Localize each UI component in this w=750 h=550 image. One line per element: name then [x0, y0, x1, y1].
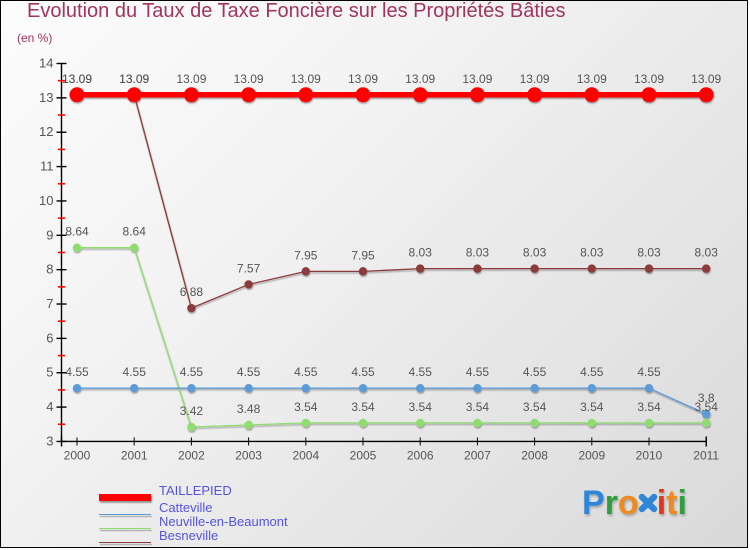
svg-text:3.54: 3.54: [294, 400, 318, 414]
svg-text:3.8: 3.8: [698, 391, 715, 405]
svg-text:3.54: 3.54: [409, 400, 433, 414]
svg-text:13.09: 13.09: [691, 72, 721, 86]
svg-text:3.54: 3.54: [580, 400, 604, 414]
svg-text:11: 11: [40, 159, 54, 174]
svg-text:12: 12: [39, 124, 53, 139]
svg-text:4: 4: [46, 399, 53, 414]
svg-text:8.03: 8.03: [466, 246, 490, 260]
svg-text:13.09: 13.09: [462, 72, 492, 86]
svg-text:3.54: 3.54: [523, 400, 547, 414]
svg-text:10: 10: [39, 193, 53, 208]
svg-text:3.54: 3.54: [466, 400, 490, 414]
svg-text:13.09: 13.09: [634, 72, 664, 86]
svg-text:5: 5: [46, 365, 53, 380]
svg-text:8.03: 8.03: [523, 246, 547, 260]
svg-text:13.09: 13.09: [348, 72, 378, 86]
svg-text:13.09: 13.09: [291, 72, 321, 86]
svg-text:8.03: 8.03: [637, 246, 661, 260]
svg-text:3.42: 3.42: [180, 404, 204, 418]
svg-text:4.55: 4.55: [123, 365, 147, 379]
svg-text:13.09: 13.09: [520, 72, 550, 86]
svg-text:4.55: 4.55: [523, 365, 547, 379]
svg-text:2010: 2010: [636, 448, 663, 462]
svg-text:8.64: 8.64: [123, 225, 147, 239]
svg-text:8: 8: [46, 262, 53, 277]
svg-text:3.54: 3.54: [351, 400, 375, 414]
svg-text:13.09: 13.09: [577, 72, 607, 86]
svg-text:4.55: 4.55: [637, 365, 661, 379]
svg-text:3.48: 3.48: [237, 402, 261, 416]
svg-text:2002: 2002: [178, 448, 205, 462]
svg-text:8.03: 8.03: [695, 246, 719, 260]
svg-text:2011: 2011: [693, 448, 719, 462]
svg-text:4.55: 4.55: [294, 365, 318, 379]
svg-text:6: 6: [46, 330, 53, 345]
svg-text:8.03: 8.03: [409, 246, 433, 260]
svg-text:2003: 2003: [235, 448, 262, 462]
svg-text:2001: 2001: [121, 448, 148, 462]
svg-text:4.55: 4.55: [237, 365, 261, 379]
svg-text:13.09: 13.09: [62, 72, 92, 86]
svg-text:2004: 2004: [292, 448, 319, 462]
svg-text:9: 9: [46, 227, 53, 242]
svg-text:3.54: 3.54: [637, 400, 661, 414]
svg-text:7: 7: [46, 296, 53, 311]
svg-text:7.95: 7.95: [294, 248, 318, 262]
svg-text:4.55: 4.55: [580, 365, 604, 379]
svg-text:2005: 2005: [350, 448, 377, 462]
svg-text:2008: 2008: [521, 448, 548, 462]
svg-text:2009: 2009: [578, 448, 605, 462]
svg-text:13.09: 13.09: [119, 72, 149, 86]
svg-text:13.09: 13.09: [234, 72, 264, 86]
svg-text:4.55: 4.55: [409, 365, 433, 379]
svg-text:13.09: 13.09: [176, 72, 206, 86]
svg-text:4.55: 4.55: [65, 365, 89, 379]
svg-text:8.03: 8.03: [580, 246, 604, 260]
svg-text:7.95: 7.95: [351, 248, 375, 262]
svg-text:7.57: 7.57: [237, 261, 261, 275]
svg-text:2007: 2007: [464, 448, 491, 462]
svg-text:2006: 2006: [407, 448, 434, 462]
svg-text:3: 3: [46, 433, 53, 448]
svg-text:2000: 2000: [64, 448, 91, 462]
svg-text:4.55: 4.55: [180, 365, 204, 379]
svg-text:13: 13: [39, 90, 53, 105]
svg-text:13.09: 13.09: [405, 72, 435, 86]
svg-text:8.64: 8.64: [65, 225, 89, 239]
svg-text:4.55: 4.55: [351, 365, 375, 379]
svg-text:14: 14: [39, 56, 53, 71]
svg-text:6.88: 6.88: [180, 285, 204, 299]
svg-text:4.55: 4.55: [466, 365, 490, 379]
